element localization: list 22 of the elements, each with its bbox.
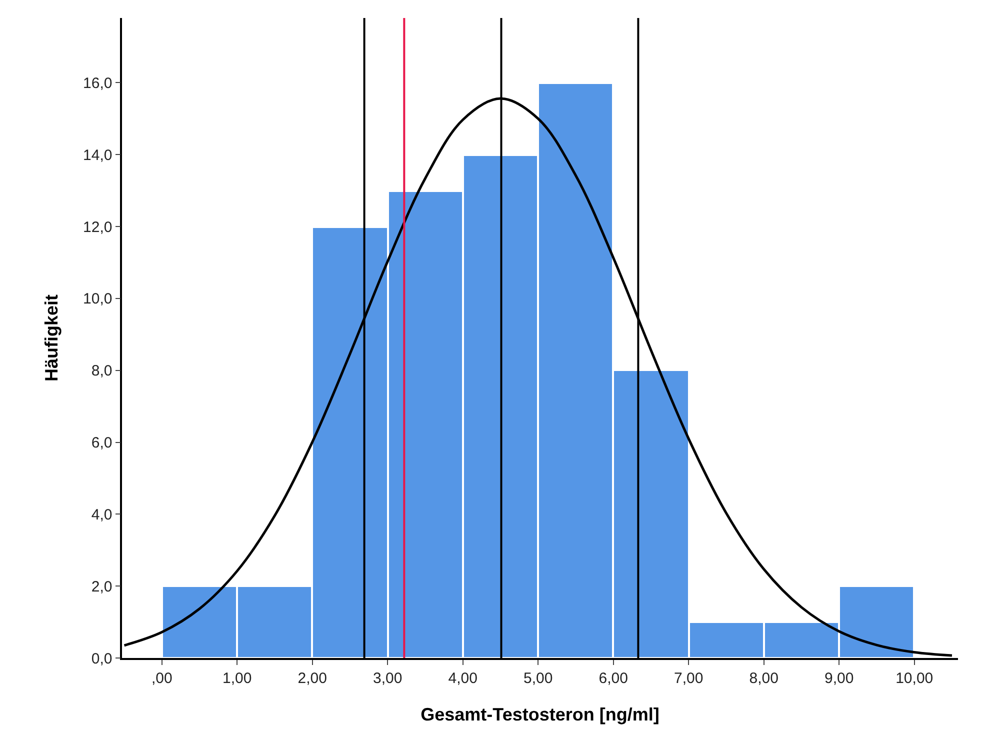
x-axis-title: Gesamt-Testosteron [ng/ml] (420, 704, 660, 724)
y-tick-label: 10,0 (83, 290, 112, 308)
x-tick-label: 10,00 (896, 670, 934, 687)
x-tick-label: 1,00 (222, 670, 252, 687)
x-tick-label: 2,00 (298, 670, 327, 687)
y-tick-label: 16,0 (83, 74, 112, 92)
x-tick-label: ,00 (151, 670, 172, 687)
y-tick-label: 4,0 (91, 506, 112, 524)
y-tick-label: 0,0 (91, 650, 112, 668)
y-tick-label: 14,0 (83, 146, 112, 164)
y-tick-label: 6,0 (91, 434, 112, 452)
x-tick-label: 4,00 (448, 670, 478, 687)
y-tick-label: 2,0 (91, 578, 112, 596)
y-tick-label: 12,0 (83, 218, 112, 236)
x-tick-label: 6,00 (598, 670, 628, 687)
x-tick-label: 7,00 (674, 670, 704, 687)
y-tick-label: 8,0 (91, 362, 112, 380)
x-tick-label: 9,00 (824, 670, 854, 687)
x-tick-label: 3,00 (373, 670, 402, 687)
x-tick-label: 5,00 (524, 670, 553, 687)
x-tick-label: 8,00 (749, 670, 778, 687)
y-axis-title: Häufigkeit (42, 294, 62, 382)
